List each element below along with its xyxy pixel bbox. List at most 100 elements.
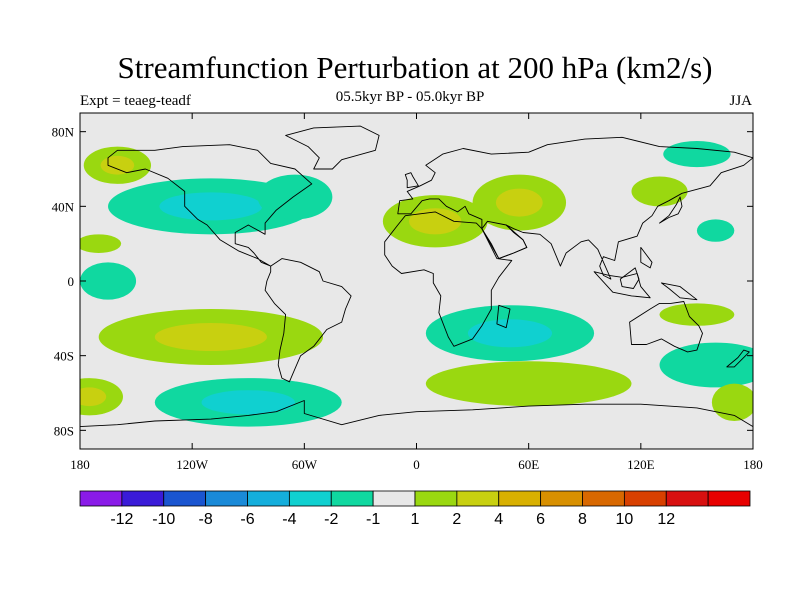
colorbar-label-6: -1 [366, 511, 380, 528]
coastline-eurasia [397, 136, 753, 280]
colorbar-label-7: 1 [411, 511, 420, 528]
field-mediterranean-pos [382, 195, 488, 248]
colorbar-box-6 [330, 490, 374, 507]
field-caspian-pos [472, 174, 567, 231]
colorbar-label-5: -2 [324, 511, 338, 528]
colorbar-box-5 [288, 490, 332, 507]
contour-mediterranean-pos-1 [409, 208, 462, 235]
colorbar-label-11: 8 [578, 511, 587, 528]
colorbar-label-2: -8 [199, 511, 213, 528]
colorbar-label-8: 2 [452, 511, 461, 528]
colorbar-box-11 [540, 490, 583, 507]
contour-s-pacific-east-pos-0 [711, 383, 753, 421]
contour-caspian-pos-1 [495, 188, 543, 217]
page-title: Streamfunction Perturbation at 200 hPa (… [117, 50, 713, 85]
lon-label-0: 180 [70, 457, 90, 472]
coastline-south-america [264, 258, 352, 383]
colorbar-box-8 [414, 490, 458, 507]
contour-southern-ocean-pos-0 [425, 361, 632, 407]
field-arctic-neg [663, 141, 731, 168]
field-antarctic-neg [154, 378, 342, 427]
lat-label-4: 80S [54, 423, 74, 438]
coastline-africa [384, 211, 513, 347]
coastline-north-america [107, 144, 313, 267]
contour-n-atlantic-neg-0 [257, 174, 333, 220]
colorbar-label-13: 12 [657, 511, 675, 528]
contour-hawaii-pos-0 [80, 234, 122, 253]
coastline-borneo [619, 267, 640, 289]
field-pacific-eq-neg [80, 262, 137, 300]
lon-label-4: 60E [518, 457, 539, 472]
colorbar-box-4 [247, 490, 290, 507]
contour-arctic-neg-0 [663, 141, 731, 168]
coastline-australia [629, 301, 703, 353]
lat-label-1: 40N [52, 199, 75, 214]
coastline-greenland [285, 125, 380, 170]
contour-s-pacific-pos-1 [154, 323, 267, 351]
colorbar-label-10: 6 [536, 511, 545, 528]
colorbar-label-9: 4 [494, 511, 503, 528]
season-label: JJA [729, 93, 752, 109]
contour-n-pacific-neg-0 [696, 219, 735, 242]
colorbar-label-4: -4 [282, 511, 296, 528]
field-s-indian-neg [425, 305, 595, 362]
lon-label-5: 120E [627, 457, 655, 472]
lat-label-3: 40S [54, 349, 74, 364]
coastline-sri-lanka-philippines [640, 246, 653, 269]
field-n-pacific-neg [696, 219, 735, 242]
lon-label-2: 60W [292, 457, 318, 472]
field-s-pacific-pos [98, 309, 324, 365]
contour-antarctic-neg-1 [201, 390, 295, 415]
colorbar-box-12 [582, 490, 625, 507]
field-siberia-pos [631, 176, 688, 207]
subtitle: 05.5kyr BP - 05.0kyr BP [335, 89, 485, 105]
colorbar-label-12: 10 [615, 511, 633, 528]
coastline-indonesia [593, 271, 651, 299]
lon-label-3: 0 [413, 457, 420, 472]
coastline-uk [404, 172, 419, 189]
streamfunction-field [80, 141, 753, 427]
field-n-atlantic-neg [257, 174, 333, 220]
contour-se-australia-neg-0 [659, 342, 753, 388]
colorbar-label-3: -6 [240, 511, 254, 528]
colorbar-box-7 [372, 490, 416, 507]
coastline-new-zealand [726, 349, 750, 368]
coastline-japan [659, 196, 683, 224]
coastline-antarctica [80, 400, 753, 449]
lat-label-2: 0 [68, 274, 75, 289]
colorbar-box-9 [456, 490, 500, 507]
field-hawaii-pos [80, 234, 122, 253]
contour-s-indian-neg-1 [467, 319, 553, 348]
contour-australia-pos-0 [659, 303, 735, 326]
colorbar-box-14 [665, 490, 709, 507]
lat-label-0: 80N [52, 125, 75, 140]
colorbar-box-1 [121, 490, 165, 507]
experiment-label: Expt = teaeg-teadf [80, 93, 191, 109]
contour-s-pacific-far-pos-1 [80, 387, 107, 407]
colorbar-label-1: -10 [152, 511, 175, 528]
colorbar-box-2 [163, 490, 207, 507]
field-s-pacific-far-pos [80, 378, 123, 416]
contour-n-america-neg-1 [159, 192, 263, 221]
colorbar-box-0 [79, 490, 123, 507]
colorbar-box-15 [707, 490, 751, 507]
field-australia-pos [659, 303, 735, 326]
lon-label-1: 120W [176, 457, 209, 472]
colorbar-box-3 [205, 490, 248, 507]
coastline-arabia [481, 220, 528, 260]
colorbar-label-0: -12 [110, 511, 133, 528]
field-southern-ocean-pos [425, 361, 632, 407]
field-n-pacific-pos [83, 146, 152, 184]
colorbar-box-10 [498, 490, 542, 507]
axis-ticks: 80N 40N 0 40S 80S 180 120W 60W 0 60E 120E 180 [52, 113, 763, 472]
colorbar-box-13 [623, 490, 667, 507]
coastline-madagascar [496, 304, 511, 329]
contour-pacific-eq-neg-0 [80, 262, 137, 300]
contour-siberia-pos-0 [631, 176, 688, 207]
colorbar: -12 -10 -8 -6 -4 -2 -1 1 2 4 6 8 10 12 [79, 490, 751, 528]
lon-label-6: 180 [743, 457, 763, 472]
contour-n-pacific-pos-1 [100, 155, 135, 175]
coastlines [80, 125, 753, 449]
coastline-new-guinea [660, 282, 698, 301]
